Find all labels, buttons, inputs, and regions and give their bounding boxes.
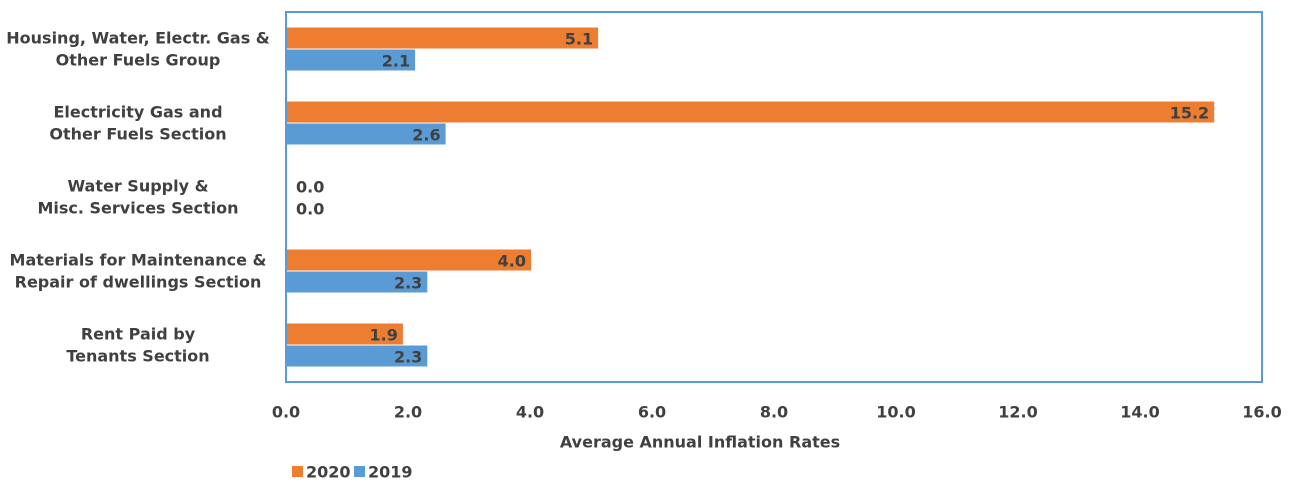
category-label-4-line-1: Tenants Section [66,347,209,366]
category-label-4-line-0: Rent Paid by [81,325,196,344]
category-label-3-line-0: Materials for Maintenance & [10,251,267,270]
bar-2019-1 [287,123,446,145]
value-label-2020-0: 5.1 [565,30,593,49]
value-label-2019-1: 2.6 [412,126,440,145]
category-label-2-line-1: Misc. Services Section [37,199,238,218]
bar-2020-4 [287,323,403,345]
category-label-0-line-1: Other Fuels Group [56,51,221,70]
x-tick-label-0: 0.0 [272,403,300,422]
value-label-2020-2: 0.0 [296,178,324,197]
bar-2020-0 [287,27,599,49]
value-labels-layer: 5.1 2.1 15.2 2.6 0.0 0.0 4.0 2.3 1.9 2.3 [296,30,1209,367]
bar-2020-3 [287,249,531,271]
x-tick-labels-layer: 0.0 2.0 4.0 6.0 8.0 10.0 12.0 14.0 16.0 [272,403,1282,422]
plot-area-border [285,11,1263,383]
legend-swatch-2020 [292,466,303,477]
legend-swatch-2019 [354,466,365,477]
category-label-1-line-1: Other Fuels Section [49,125,226,144]
value-label-2020-4: 1.9 [370,326,398,345]
x-tick-label-4: 8.0 [760,403,788,422]
bar-2019-0 [287,49,416,71]
x-tick-label-7: 14.0 [1120,403,1159,422]
legend-label-2019: 2019 [368,463,413,481]
category-label-1-line-0: Electricity Gas and [53,103,222,122]
x-tick-label-2: 4.0 [516,403,544,422]
legend: 2020 2019 [292,463,413,482]
category-label-3-line-1: Repair of dwellings Section [15,273,262,292]
value-label-2019-2: 0.0 [296,200,324,219]
x-tick-label-6: 12.0 [998,403,1037,422]
bar-2019-4 [287,345,428,367]
x-axis-title: Average Annual Inflation Rates [560,433,840,452]
legend-label-2020: 2020 [306,463,351,481]
bars-layer [287,27,1215,367]
value-label-2019-4: 2.3 [394,348,422,367]
bar-2020-1 [287,101,1215,123]
x-tick-label-1: 2.0 [394,403,422,422]
x-tick-label-3: 6.0 [638,403,666,422]
category-label-2-line-0: Water Supply & [67,177,208,196]
bar-2019-3 [287,271,428,293]
x-tick-label-5: 10.0 [876,403,915,422]
category-labels-layer: Housing, Water, Electr. Gas & Other Fuels… [6,29,270,366]
value-label-2019-0: 2.1 [382,52,410,71]
x-tick-label-8: 16.0 [1242,403,1281,422]
value-label-2020-1: 15.2 [1170,104,1209,123]
value-label-2019-3: 2.3 [394,274,422,293]
value-label-2020-3: 4.0 [498,252,526,271]
category-label-0-line-0: Housing, Water, Electr. Gas & [6,29,270,48]
